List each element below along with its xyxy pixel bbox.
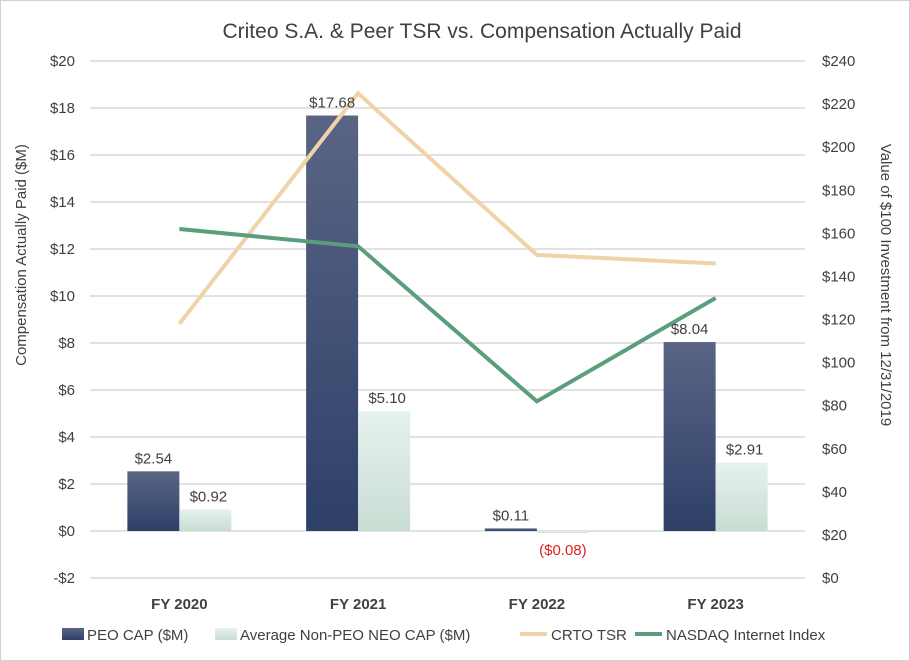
- non-peo-cap-bar: [179, 509, 232, 531]
- chart-title: Criteo S.A. & Peer TSR vs. Compensation …: [222, 20, 741, 43]
- non-peo-cap-bar: [358, 411, 411, 531]
- y-right-tick-label: $220: [822, 96, 855, 113]
- legend-label: NASDAQ Internet Index: [666, 627, 826, 644]
- x-tick-label: FY 2022: [509, 596, 565, 613]
- y-right-tick-label: $240: [822, 53, 855, 70]
- peo-cap-bar: [306, 115, 359, 532]
- x-tick-label: FY 2023: [687, 596, 743, 613]
- legend-item: CRTO TSR: [520, 627, 627, 644]
- y-right-tick-label: $200: [822, 139, 855, 156]
- bar-data-label: $5.10: [368, 390, 406, 407]
- legend-swatch: [62, 628, 84, 640]
- crto-tsr-line: [177, 90, 716, 326]
- y-left-tick-label: -$2: [53, 570, 75, 587]
- legend-label: CRTO TSR: [551, 627, 627, 644]
- y-right-tick-label: $120: [822, 312, 855, 329]
- y-right-tick-label: $20: [822, 527, 847, 544]
- y-left-tick-label: $2: [58, 476, 75, 493]
- bar-data-label: $17.68: [309, 95, 355, 112]
- y-left-tick-label: $14: [50, 194, 75, 211]
- y-right-tick-label: $160: [822, 225, 855, 242]
- y-left-tick-label: $0: [58, 523, 75, 540]
- legend-label: PEO CAP ($M): [87, 627, 188, 644]
- y-left-tick-label: $4: [58, 429, 75, 446]
- y-right-tick-label: $100: [822, 355, 855, 372]
- bar-data-label: $2.54: [135, 450, 173, 467]
- y-right-tick-label: $0: [822, 570, 839, 587]
- y-left-tick-label: $20: [50, 53, 75, 70]
- non-peo-cap-bar: [536, 531, 589, 533]
- y-axis-left-label: Compensation Actually Paid ($M): [13, 144, 30, 366]
- x-tick-label: FY 2021: [330, 596, 386, 613]
- y-right-tick-label: $60: [822, 441, 847, 458]
- legend-label: Average Non-PEO NEO CAP ($M): [240, 627, 470, 644]
- x-tick-label: FY 2020: [151, 596, 207, 613]
- y-left-tick-label: $10: [50, 288, 75, 305]
- bar-data-label: ($0.08): [539, 542, 587, 559]
- y-left-tick-label: $16: [50, 147, 75, 164]
- legend-item: NASDAQ Internet Index: [635, 627, 826, 644]
- legend-item: PEO CAP ($M): [62, 627, 188, 644]
- bar-data-label: $2.91: [726, 442, 764, 459]
- y-axis-right-label: Value of $100 Investment from 12/31/2019: [877, 144, 894, 426]
- y-left-tick-label: $18: [50, 100, 75, 117]
- y-right-tick-label: $40: [822, 484, 847, 501]
- peo-cap-bar: [663, 342, 716, 531]
- legend-swatch: [215, 628, 237, 640]
- peo-cap-bar: [484, 528, 537, 531]
- bar-data-label: $8.04: [671, 321, 709, 338]
- y-right-tick-label: $140: [822, 268, 855, 285]
- nasdaq-line: [179, 227, 717, 404]
- y-left-tick-label: $8: [58, 335, 75, 352]
- y-left-tick-label: $12: [50, 241, 75, 258]
- non-peo-cap-bar: [715, 462, 768, 531]
- bar-data-label: $0.11: [493, 507, 529, 524]
- peo-cap-bar: [127, 471, 180, 531]
- y-left-tick-label: $6: [58, 382, 75, 399]
- legend-item: Average Non-PEO NEO CAP ($M): [215, 627, 470, 644]
- legend: PEO CAP ($M) Average Non-PEO NEO CAP ($M)…: [62, 627, 826, 644]
- y-right-tick-label: $180: [822, 182, 855, 199]
- y-right-tick-label: $80: [822, 398, 847, 415]
- bar-data-label: $0.92: [190, 488, 228, 505]
